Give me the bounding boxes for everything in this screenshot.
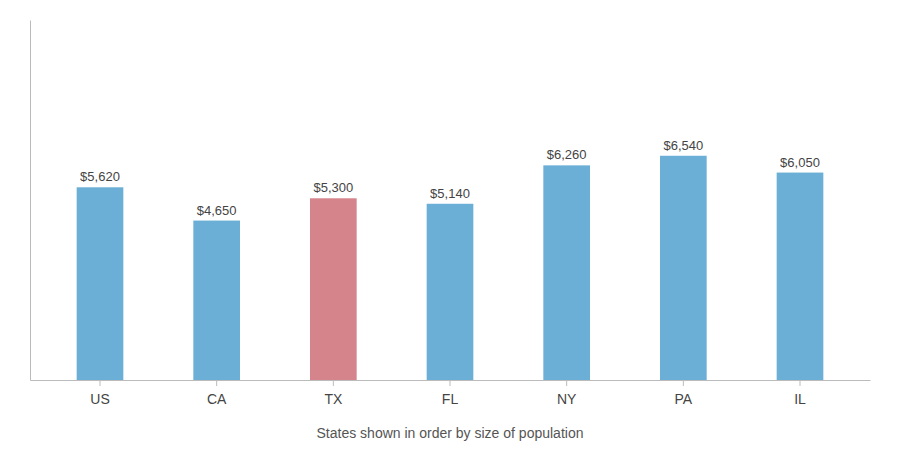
x-tick-mark [450, 380, 451, 386]
y-axis-line [30, 21, 31, 381]
data-label: $5,620 [80, 169, 120, 184]
x-tick: CA [207, 380, 227, 407]
data-label: $4,650 [197, 203, 237, 218]
x-axis: US CA TX FL NY PA IL [31, 380, 871, 407]
x-tick-label: PA [675, 391, 693, 407]
data-labels: $5,620 $4,650 $5,300 $5,140 $6,260 $6,540 $6,0… [80, 138, 820, 218]
bar [77, 187, 124, 380]
x-tick-label: CA [207, 391, 227, 407]
bar [543, 165, 590, 380]
bar [427, 204, 474, 380]
x-tick-label: TX [324, 391, 343, 407]
x-tick: IL [794, 380, 806, 407]
bar [660, 156, 707, 380]
x-tick: US [90, 380, 109, 407]
x-tick-label: FL [442, 391, 459, 407]
data-label: $6,540 [663, 138, 703, 153]
data-label: $6,260 [547, 147, 587, 162]
plot: US CA TX FL NY PA IL $5,620 $4,650 $5,300 $5,140 $6… [31, 21, 871, 408]
x-tick-mark [216, 380, 217, 386]
data-label: $5,300 [313, 180, 353, 195]
x-tick: FL [442, 380, 459, 407]
data-label: $6,050 [780, 155, 820, 170]
bar [777, 173, 824, 380]
x-tick: PA [675, 380, 693, 407]
chart: US CA TX FL NY PA IL $5,620 $4,650 $5,300 $5,140 $6… [0, 0, 900, 450]
bars [77, 156, 824, 380]
x-tick-mark [800, 380, 801, 386]
data-label: $5,140 [430, 186, 470, 201]
x-tick-mark [333, 380, 334, 386]
bar [310, 198, 357, 380]
x-tick: TX [324, 380, 343, 407]
x-tick-mark [683, 380, 684, 386]
footnote: States shown in order by size of populat… [317, 425, 584, 441]
x-tick-mark [566, 380, 567, 386]
bar [193, 221, 240, 380]
x-tick-label: US [90, 391, 109, 407]
x-tick-mark [100, 380, 101, 386]
x-tick: NY [557, 380, 577, 407]
x-tick-label: IL [794, 391, 806, 407]
y-axis [30, 21, 31, 381]
x-tick-label: NY [557, 391, 577, 407]
